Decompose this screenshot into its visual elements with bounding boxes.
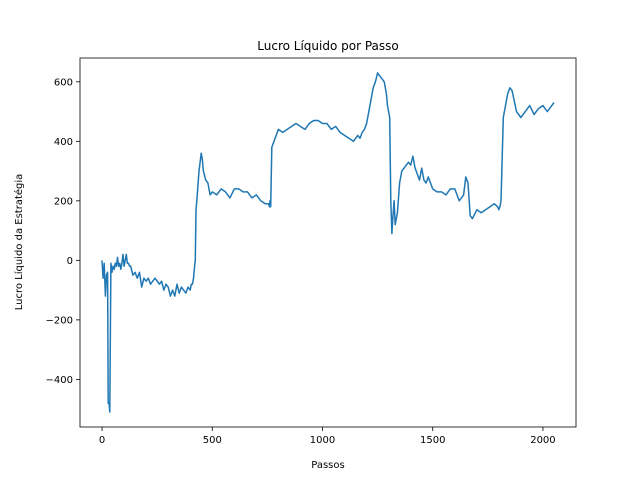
y-tick-label: −400 — [46, 375, 73, 386]
x-tick-label: 500 — [203, 435, 222, 446]
y-tick-label: 600 — [54, 77, 73, 88]
x-tick-label: 1500 — [420, 435, 445, 446]
x-axis: 0 500 1000 1500 2000 — [99, 427, 556, 446]
y-tick-label: 0 — [67, 256, 73, 267]
chart-title: Lucro Líquido por Passo — [257, 39, 398, 53]
plot-frame — [79, 57, 577, 428]
plot-area — [80, 58, 576, 427]
x-tick-label: 2000 — [530, 435, 555, 446]
y-tick-label: 400 — [54, 137, 73, 148]
y-axis: −400 −200 0 200 400 600 — [46, 77, 80, 386]
y-axis-title: Lucro Líquido da Estratégia — [13, 174, 25, 311]
series-line — [101, 72, 555, 413]
x-tick-label: 0 — [99, 435, 105, 446]
x-tick-label: 1000 — [310, 435, 335, 446]
x-axis-title: Passos — [311, 460, 344, 471]
y-tick-label: 200 — [54, 196, 73, 207]
y-tick-label: −200 — [46, 315, 73, 326]
